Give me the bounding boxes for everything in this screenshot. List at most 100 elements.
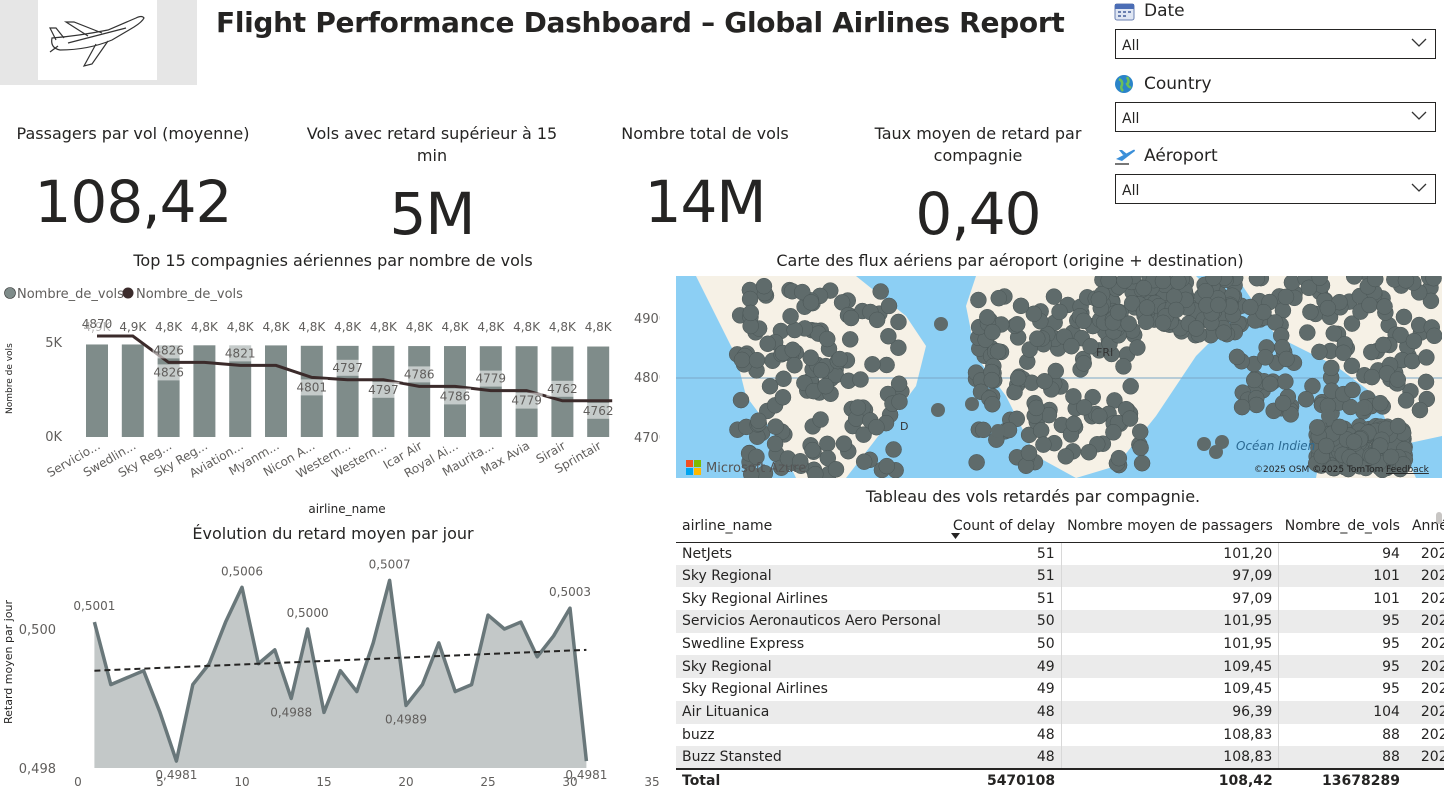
line-label-bg xyxy=(403,366,436,383)
delay-table: airline_name Count of delay Nombre moyen… xyxy=(676,510,1444,792)
airport-dot xyxy=(1057,448,1075,465)
x-tick-label: 30 xyxy=(562,775,577,789)
right-tick-4900: 4900 xyxy=(634,312,660,327)
airport-dot xyxy=(991,424,1005,438)
bar-top-label: 4,8K xyxy=(155,320,183,334)
col-airline-name[interactable]: airline_name xyxy=(676,510,947,543)
bar[interactable] xyxy=(121,344,144,437)
line-value-label: 4826 xyxy=(153,365,184,379)
airport-dot xyxy=(786,321,803,339)
x-tick-label: 35 xyxy=(644,775,659,789)
kpi-total-flights-label: Nombre total de vols xyxy=(621,124,789,143)
bar-top-label: 4,8K xyxy=(442,320,470,334)
bar-chart-legend: Nombre_de_vols Nombre_de_vols xyxy=(4,287,243,302)
airport-dot xyxy=(782,308,799,325)
airport-dot xyxy=(1361,296,1378,314)
airport-dot xyxy=(1075,355,1092,372)
date-dropdown[interactable]: All xyxy=(1115,29,1436,59)
bar[interactable] xyxy=(229,345,252,437)
airport-dot xyxy=(1154,314,1172,332)
airport-dot xyxy=(1028,330,1046,347)
cell-year: 2025 xyxy=(1420,545,1444,562)
cell-year: 2024 xyxy=(1405,700,1444,724)
table-row[interactable]: Servicios Aeronauticos Aero Personal 50 10… xyxy=(676,610,1444,633)
bar-chart-xlabel: airline_name xyxy=(308,502,385,516)
line-label-bg xyxy=(224,345,257,362)
airport-dot xyxy=(868,311,886,329)
airport-dot xyxy=(1363,368,1381,386)
airport-dot xyxy=(890,375,908,392)
airport-dot xyxy=(750,412,767,429)
airport-dot xyxy=(878,457,896,475)
line-label-bg xyxy=(439,388,471,405)
airport-dot xyxy=(1323,359,1340,377)
airport-dot xyxy=(802,349,819,366)
cell-year: 2025 xyxy=(1420,590,1444,607)
map-region-label-2: D xyxy=(900,420,908,433)
cell-airline: Sky Regional xyxy=(676,564,947,588)
left-tick-0k: 0K xyxy=(45,430,62,445)
calendar-icon xyxy=(1114,1,1136,21)
airport-dot xyxy=(1311,343,1328,361)
airport-dot xyxy=(1020,444,1038,462)
cell-flights: 101 xyxy=(1278,564,1406,588)
col-flights[interactable]: Nombre_de_vols xyxy=(1278,510,1406,543)
line-chart[interactable]: Retard moyen par jour 0,500 0,498 0,5001… xyxy=(0,548,666,792)
airport-dot xyxy=(1122,378,1139,395)
bar[interactable] xyxy=(265,345,287,437)
map-svg: FRI D Océan Indien Microsoft Azure ©2025… xyxy=(676,276,1442,478)
bar[interactable] xyxy=(408,346,431,437)
airport-dot xyxy=(842,309,860,327)
page-title: Flight Performance Dashboard – Global Ai… xyxy=(216,6,1065,39)
airport-dot xyxy=(1215,324,1232,341)
kpi-avg-passengers-label: Passagers par vol (moyenne) xyxy=(16,124,250,143)
airport-dot xyxy=(1363,343,1380,361)
total-flights: 13678289 xyxy=(1278,767,1406,792)
bar-top-label: 4,8K xyxy=(406,320,434,334)
map-ocean-label: Océan Indien xyxy=(1236,439,1315,453)
country-dropdown[interactable]: All xyxy=(1115,102,1436,132)
airport-dropdown[interactable]: All xyxy=(1115,174,1436,204)
total-avg-passengers: 108,42 xyxy=(1061,767,1279,792)
bar[interactable] xyxy=(336,345,359,437)
airport-flow-map[interactable]: FRI D Océan Indien Microsoft Azure ©2025… xyxy=(676,276,1442,478)
line-value-label: 4762 xyxy=(547,382,578,396)
bar-top-label: 4,8K xyxy=(549,320,577,334)
airport-dot xyxy=(767,418,784,435)
x-tick-label: 15 xyxy=(316,775,331,789)
airport-dot xyxy=(1012,297,1030,315)
table-title: Tableau des vols retardés par compagnie. xyxy=(865,487,1201,506)
airport-dot xyxy=(759,335,776,353)
area-value-label: 0,5000 xyxy=(287,606,329,620)
airport-dot xyxy=(761,378,779,395)
airport-dot xyxy=(784,341,801,359)
airport-dot xyxy=(890,313,907,331)
airport-dot xyxy=(890,339,907,356)
map-feedback-link[interactable]: Feedback xyxy=(1386,465,1430,475)
airport-dot xyxy=(1028,399,1045,417)
bar[interactable] xyxy=(193,345,216,437)
bar[interactable] xyxy=(587,346,610,437)
bar[interactable] xyxy=(157,345,180,437)
airport-dot xyxy=(1105,424,1122,441)
bar-chart[interactable]: Nombre_de_vols Nombre_de_vols Nombre de … xyxy=(0,284,667,520)
col-avg-passengers[interactable]: Nombre moyen de passagers xyxy=(1061,510,1279,543)
airport-dot xyxy=(1245,371,1263,389)
table-scrollbar[interactable] xyxy=(1436,512,1442,524)
airport-dot xyxy=(968,454,985,471)
airport-dot xyxy=(1389,371,1407,388)
x-tick-label: 10 xyxy=(234,775,249,789)
airport-dot xyxy=(984,323,1001,341)
bar[interactable] xyxy=(86,344,108,437)
cell-passengers: 97,09 xyxy=(1061,564,1280,588)
col-count-of-delay[interactable]: Count of delay xyxy=(946,510,1062,543)
